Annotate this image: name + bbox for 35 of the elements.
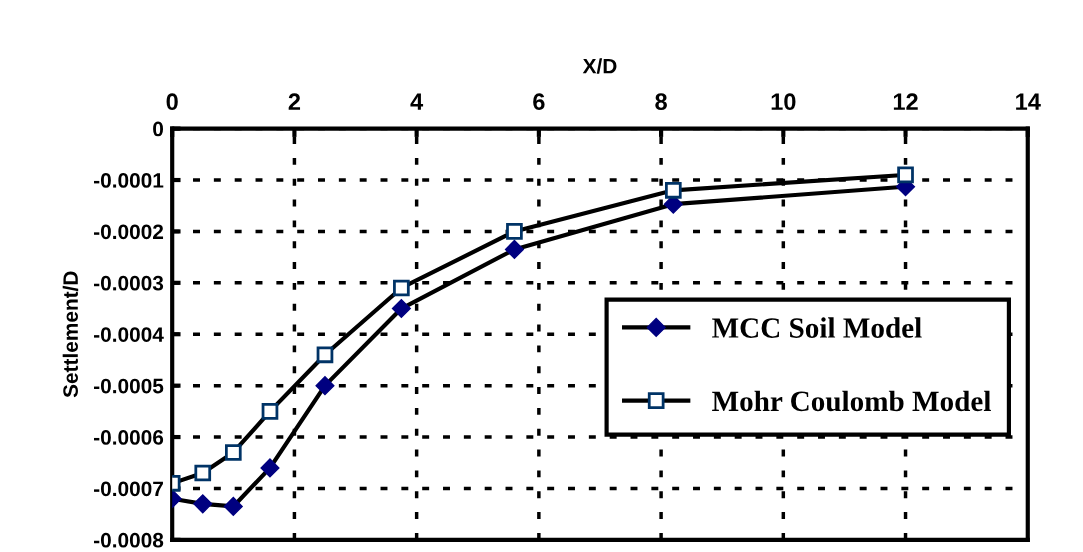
point	[260, 458, 280, 478]
x-tick-label: 12	[893, 93, 918, 110]
point	[897, 166, 914, 184]
y-tick-label: -0.0004	[94, 327, 164, 342]
point	[261, 403, 279, 420]
y-tick-label: -0.0002	[94, 224, 164, 240]
x-tick-label: 6	[533, 93, 545, 111]
point	[223, 496, 243, 516]
y-tick-label: -0.0003	[94, 275, 164, 291]
point	[224, 444, 242, 461]
point	[315, 376, 335, 396]
x-tick-label: 8	[655, 93, 667, 111]
x-tick-label: 10	[771, 93, 796, 111]
x-tick-label: 14	[1016, 93, 1041, 110]
point	[393, 279, 410, 297]
y-tick-label: -0.0007	[94, 481, 163, 497]
x-axis-title: X/D	[582, 58, 617, 74]
point	[391, 298, 411, 319]
y-tick-label: -0.0006	[94, 430, 164, 445]
y-tick-label: -0.0008	[94, 532, 164, 548]
x-tick-label: 4	[410, 93, 424, 110]
legend-label: MCC Soil Model	[712, 317, 922, 338]
point	[316, 346, 334, 364]
point	[193, 494, 213, 514]
y-tick-label: -0.0001	[94, 173, 164, 188]
legend-label: Mohr Coulomb Model	[712, 390, 991, 412]
x-tick-label: 2	[288, 93, 301, 110]
point	[506, 223, 523, 240]
x-tick-label: 0	[166, 93, 178, 111]
point	[194, 464, 212, 482]
y-tick-label: -0.0005	[94, 378, 164, 394]
point	[504, 239, 524, 259]
y-axis-title: Settlement/D	[62, 271, 79, 398]
point	[664, 181, 682, 199]
y-tick-label: 0	[153, 121, 164, 137]
